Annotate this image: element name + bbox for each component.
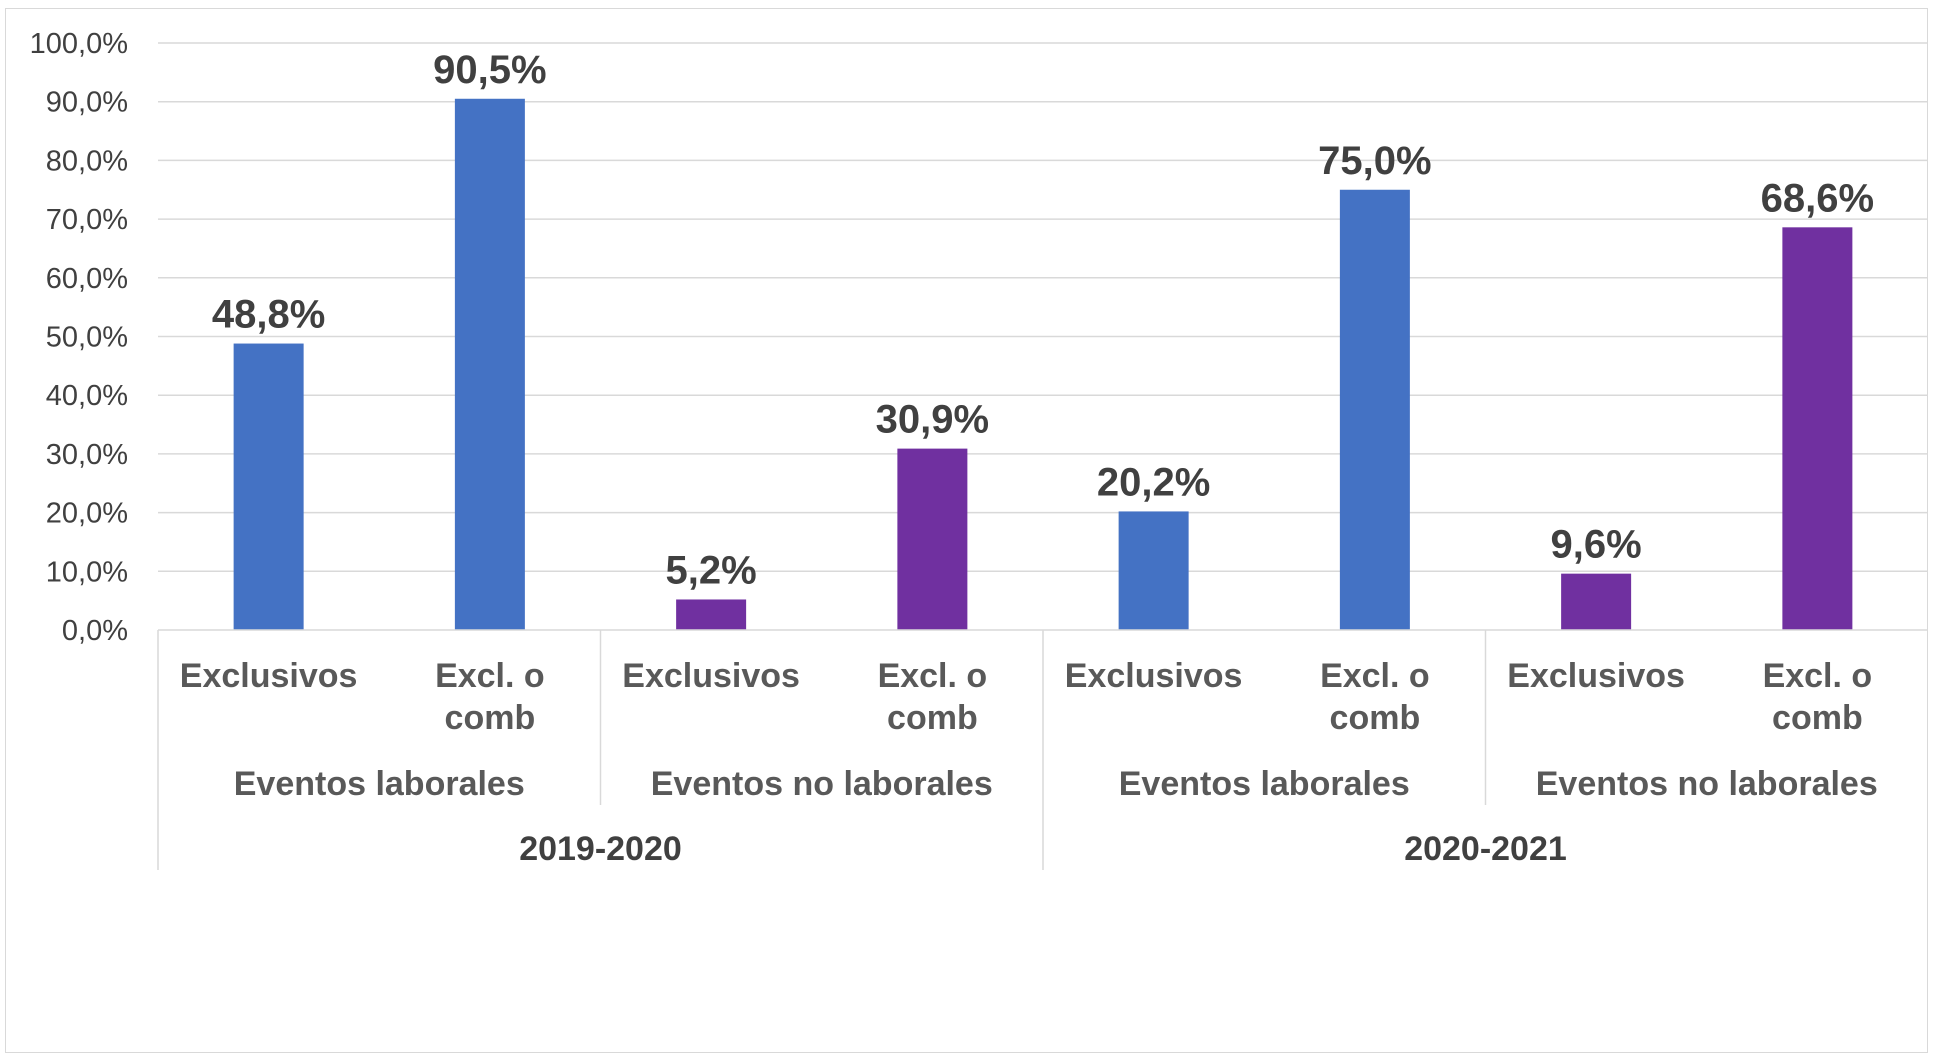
bar [1782, 227, 1853, 630]
y-tick-label: 30,0% [46, 439, 128, 471]
bar [897, 448, 968, 630]
chart-frame [5, 8, 1928, 1053]
bar [676, 599, 747, 630]
y-tick-label: 90,0% [46, 87, 128, 119]
y-tick-label: 50,0% [46, 322, 128, 354]
data-labels: 48,8% 90,5% 5,2% 30,9% 20,2% 75,0% 9,6% 68,6% [212, 48, 1874, 593]
data-label: 30,9% [876, 398, 989, 442]
y-tick-label: 100,0% [30, 28, 128, 60]
data-label: 5,2% [666, 548, 757, 592]
category-label: Excl. o [435, 657, 545, 695]
bar [1339, 189, 1410, 630]
group-label: Eventos no laborales [651, 765, 993, 803]
y-tick-label: 40,0% [46, 380, 128, 412]
category-label: Exclusivos [622, 657, 800, 695]
data-label: 68,6% [1761, 176, 1874, 220]
bar [1118, 511, 1189, 630]
y-axis-ticks: 0,0% 10,0% 20,0% 30,0% 40,0% 50,0% 60,0% 70,0% 8… [30, 28, 128, 647]
category-label: comb [445, 699, 536, 737]
group-label: Eventos laborales [234, 765, 525, 803]
y-tick-label: 70,0% [46, 204, 128, 236]
y-tick-label: 0,0% [62, 615, 128, 647]
gridlines [158, 42, 1928, 573]
bar [454, 98, 525, 630]
category-label: Exclusivos [1065, 657, 1243, 695]
group-label: Eventos laborales [1119, 765, 1410, 803]
y-tick-label: 80,0% [46, 145, 128, 177]
y-tick-label: 60,0% [46, 263, 128, 295]
category-label: comb [1330, 699, 1421, 737]
bars [233, 98, 1853, 630]
data-label: 20,2% [1097, 460, 1210, 504]
data-label: 48,8% [212, 293, 325, 337]
bar [1561, 573, 1632, 630]
year-label: 2019-2020 [519, 830, 682, 868]
category-axis: Exclusivos Excl. o comb Exclusivos Excl. o co… [157, 629, 1928, 870]
category-label: comb [1772, 699, 1863, 737]
category-label: Excl. o [1763, 657, 1873, 695]
bar [233, 343, 304, 630]
data-label: 90,5% [433, 48, 546, 92]
data-label: 9,6% [1551, 523, 1642, 567]
category-label: Excl. o [1320, 657, 1430, 695]
y-tick-label: 20,0% [46, 498, 128, 530]
category-label: comb [887, 699, 978, 737]
data-label: 75,0% [1318, 139, 1431, 183]
category-label: Exclusivos [180, 657, 358, 695]
category-label: Exclusivos [1507, 657, 1685, 695]
group-label: Eventos no laborales [1536, 765, 1878, 803]
year-label: 2020-2021 [1404, 830, 1567, 868]
category-label: Excl. o [878, 657, 988, 695]
y-tick-label: 10,0% [46, 556, 128, 588]
